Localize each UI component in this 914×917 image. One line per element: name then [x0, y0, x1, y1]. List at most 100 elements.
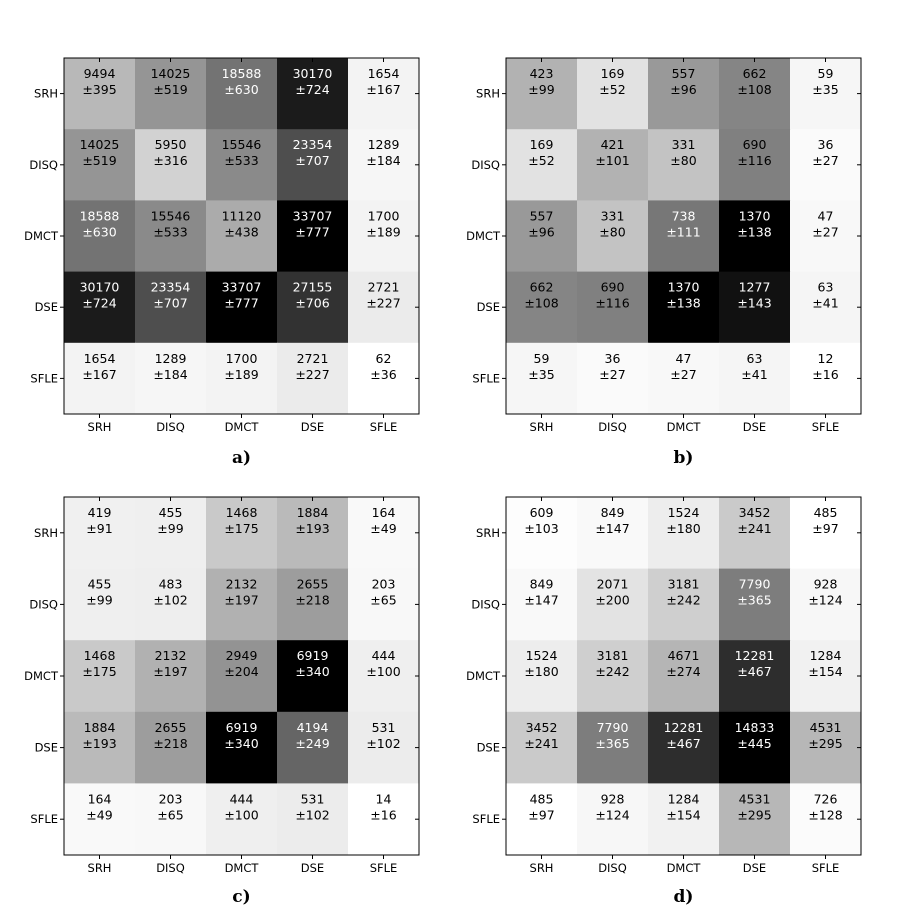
cell-value: 557	[672, 66, 696, 81]
cell-value: 2949	[226, 648, 258, 663]
heatmap-cell	[135, 271, 207, 344]
cell-error: ±27	[670, 367, 696, 382]
heatmap-cell	[135, 640, 207, 713]
cell-value: 423	[530, 66, 554, 81]
cell-error: ±180	[524, 664, 558, 679]
cell-value: 455	[159, 505, 183, 520]
heatmap-cell	[790, 497, 862, 570]
y-tick-label: DMCT	[24, 229, 59, 243]
cell-value: 3452	[739, 505, 771, 520]
cell-error: ±154	[666, 807, 700, 822]
x-tick-label: SFLE	[812, 420, 840, 434]
x-tick-label: DSE	[301, 420, 324, 434]
heatmap-cell	[135, 711, 207, 784]
cell-error: ±340	[295, 664, 329, 679]
cell-error: ±175	[82, 664, 116, 679]
heatmap-cell	[348, 497, 420, 570]
cell-value: 662	[743, 66, 767, 81]
heatmap-cell	[648, 271, 720, 344]
heatmap-cell	[648, 200, 720, 273]
cell-error: ±35	[812, 82, 838, 97]
cell-value: 531	[372, 720, 396, 735]
cell-error: ±100	[366, 664, 400, 679]
cell-error: ±706	[295, 296, 329, 311]
heatmap-cell	[206, 783, 278, 856]
cell-value: 62	[376, 351, 392, 366]
heatmap-cell	[790, 129, 862, 201]
heatmap-cell	[348, 342, 420, 415]
cell-error: ±102	[153, 593, 187, 608]
cell-error: ±295	[808, 736, 842, 751]
cell-error: ±218	[295, 593, 329, 608]
heatmap-panel: 419±91455±991468±1751884±193164±49455±99…	[24, 496, 420, 907]
cell-error: ±97	[528, 807, 554, 822]
cell-error: ±395	[82, 82, 116, 97]
cell-value: 331	[601, 208, 625, 223]
cell-error: ±100	[224, 807, 258, 822]
y-tick-label: SRH	[34, 87, 58, 101]
heatmap-cell	[64, 129, 136, 201]
cell-value: 690	[743, 137, 767, 152]
cell-value: 609	[530, 505, 554, 520]
cell-value: 1884	[297, 505, 329, 520]
cell-value: 23354	[151, 280, 191, 295]
cell-error: ±65	[370, 593, 396, 608]
heatmap-cell	[206, 342, 278, 415]
heatmap-cell	[135, 568, 207, 641]
cell-error: ±533	[224, 153, 258, 168]
y-tick-label: DMCT	[466, 669, 501, 683]
y-tick-label: DISQ	[29, 597, 58, 611]
cell-error: ±124	[808, 593, 842, 608]
cell-error: ±99	[528, 82, 554, 97]
y-tick-label: DSE	[35, 741, 58, 755]
cell-error: ±200	[595, 593, 629, 608]
heatmap-cell	[135, 129, 207, 201]
heatmap-cell	[790, 58, 862, 130]
heatmap-cell	[506, 568, 578, 641]
cell-value: 169	[530, 137, 554, 152]
cell-value: 1370	[668, 280, 700, 295]
cell-value: 59	[818, 66, 834, 81]
heatmap-cell	[648, 497, 720, 570]
x-tick-label: SRH	[530, 420, 554, 434]
cell-error: ±519	[82, 153, 116, 168]
heatmap-cell	[790, 640, 862, 713]
x-tick-label: SFLE	[812, 861, 840, 875]
heatmap-cell	[506, 640, 578, 713]
x-tick-label: SRH	[88, 420, 112, 434]
cell-error: ±365	[595, 736, 629, 751]
cell-value: 63	[747, 351, 763, 366]
y-tick-label: DISQ	[471, 597, 500, 611]
cell-value: 421	[601, 137, 625, 152]
y-tick-label: DMCT	[24, 669, 59, 683]
cell-value: 2655	[297, 577, 329, 592]
cell-value: 557	[530, 208, 554, 223]
cell-error: ±445	[737, 736, 771, 751]
x-tick-label: SRH	[88, 861, 112, 875]
heatmap-cell	[135, 783, 207, 856]
heatmap-cell	[135, 342, 207, 415]
heatmap-cell	[135, 200, 207, 273]
cell-error: ±101	[595, 153, 629, 168]
cell-value: 14833	[735, 720, 775, 735]
heatmap-cell	[790, 342, 862, 415]
cell-value: 1654	[368, 66, 400, 81]
x-tick-label: DISQ	[598, 861, 627, 875]
cell-value: 203	[159, 791, 183, 806]
cell-error: ±16	[812, 367, 838, 382]
cell-error: ±96	[670, 82, 696, 97]
heatmap-cell	[577, 342, 649, 415]
panel-label: a)	[232, 448, 251, 468]
cell-error: ±27	[599, 367, 625, 382]
heatmap-cell	[277, 58, 349, 130]
heatmap-cell	[277, 342, 349, 415]
cell-value: 203	[372, 577, 396, 592]
cell-error: ±103	[524, 521, 558, 536]
heatmap-cell	[790, 200, 862, 273]
heatmap-cell	[648, 640, 720, 713]
cell-error: ±242	[666, 593, 700, 608]
cell-value: 849	[601, 505, 625, 520]
cell-value: 1524	[668, 505, 700, 520]
heatmap-cell	[506, 129, 578, 201]
cell-value: 3452	[526, 720, 558, 735]
